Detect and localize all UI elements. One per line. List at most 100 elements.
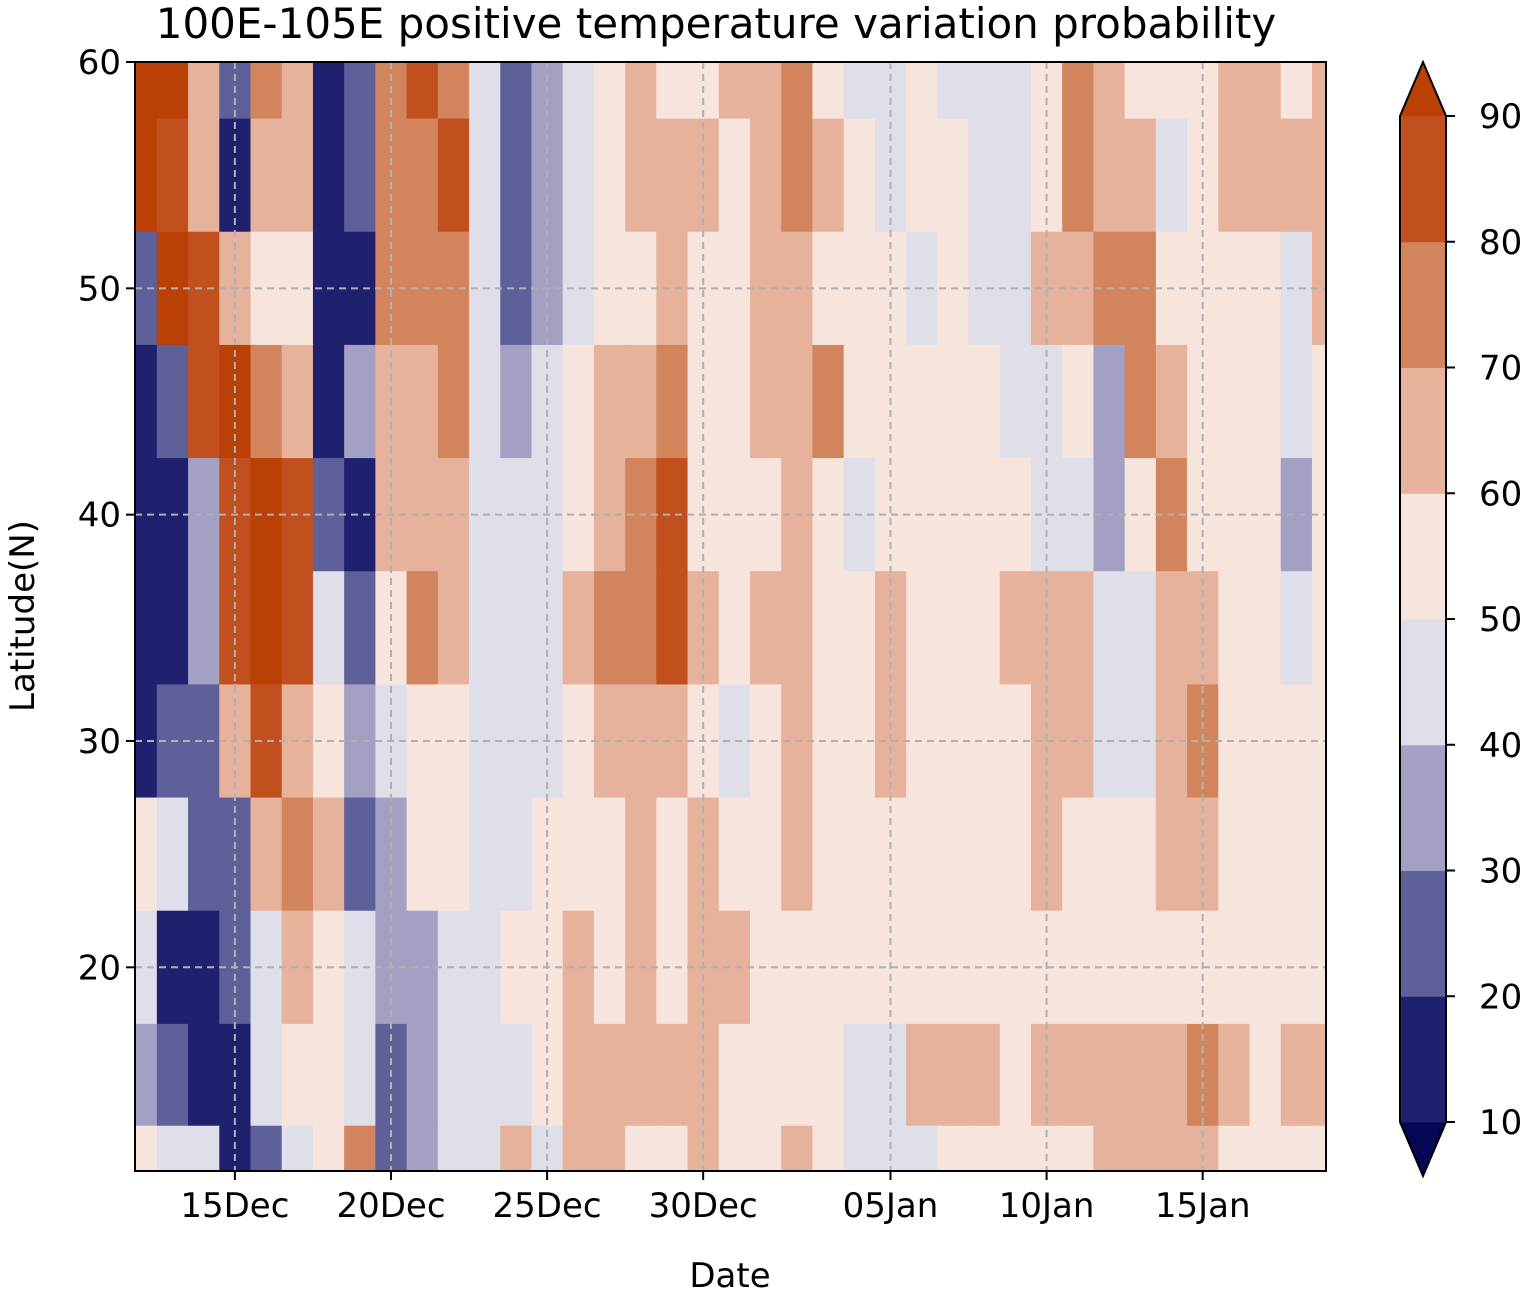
contour-cell — [843, 1125, 876, 1171]
contour-cell — [625, 571, 657, 685]
contour-cell — [781, 118, 814, 233]
contour-cell — [469, 344, 501, 459]
colorbar: 10 20 30 40 50 60 70 80 90 — [1399, 59, 1522, 1179]
contour-cell — [1280, 62, 1313, 120]
contour-cell — [250, 62, 283, 120]
contour-cell — [188, 62, 220, 120]
contour-cell — [1062, 118, 1095, 233]
colorbar-segment — [1400, 996, 1446, 1123]
contour-cell — [718, 1125, 751, 1171]
x-tick-label: 30Dec — [649, 1186, 758, 1226]
colorbar-segment — [1400, 870, 1446, 997]
contour-cell — [562, 797, 595, 912]
contour-cell — [135, 458, 158, 572]
contour-cell — [781, 571, 814, 685]
contour-cell — [500, 571, 533, 685]
contour-cell — [781, 1023, 814, 1127]
contour-cell — [968, 62, 1001, 120]
x-tick-label: 20Dec — [336, 1186, 445, 1226]
contour-cell — [1155, 1023, 1188, 1127]
contour-cell — [937, 797, 970, 912]
contour-cell — [188, 1125, 220, 1171]
contour-cell — [1311, 1125, 1326, 1171]
contour-cell — [1062, 1125, 1095, 1171]
contour-cell — [437, 344, 470, 459]
contour-cell — [1124, 118, 1157, 233]
contour-cell — [625, 62, 657, 120]
contour-cell — [156, 118, 189, 233]
contour-cell — [344, 118, 376, 233]
contour-cell — [344, 1023, 376, 1127]
contour-cell — [718, 344, 751, 459]
colorbar-tick-label: 60 — [1479, 474, 1522, 514]
contour-cell — [593, 344, 626, 459]
contour-cell — [999, 62, 1032, 120]
contour-cell — [1311, 231, 1326, 346]
contour-cell — [344, 458, 376, 572]
contour-cell — [1218, 344, 1251, 459]
contour-cell — [156, 1125, 189, 1171]
contour-cell — [937, 571, 970, 685]
contour-cell — [1311, 458, 1326, 572]
contour-cell — [312, 571, 345, 685]
contour-cell — [312, 118, 345, 233]
contour-cell — [1280, 571, 1313, 685]
contour-cell — [1311, 62, 1326, 120]
contour-cell — [1249, 118, 1282, 233]
y-tick-label: 50 — [78, 269, 121, 309]
colorbar-tick-label: 10 — [1479, 1103, 1522, 1143]
contour-cell — [1311, 797, 1326, 912]
contour-cell — [968, 910, 1001, 1025]
contour-cell — [135, 62, 158, 120]
contour-cell — [406, 118, 439, 233]
contour-cell — [1218, 118, 1251, 233]
contour-cell — [999, 118, 1032, 233]
contour-cell — [1311, 571, 1326, 685]
contour-cell — [1155, 1125, 1188, 1171]
contour-cell — [1155, 62, 1188, 120]
contour-cell — [156, 62, 189, 120]
contour-cell — [1218, 62, 1251, 120]
contour-cell — [750, 118, 782, 233]
contour-cell — [344, 571, 376, 685]
contour-cell — [812, 118, 845, 233]
colorbar-segment — [1400, 241, 1446, 368]
contour-cell — [1124, 231, 1157, 346]
contour-cell — [781, 1125, 814, 1171]
contour-cell — [344, 1125, 376, 1171]
y-tick-label: 30 — [78, 722, 121, 762]
contour-cell — [1062, 1023, 1095, 1127]
contour-cell — [718, 1023, 751, 1127]
contour-cell — [1155, 344, 1188, 459]
contour-cell — [1093, 1125, 1126, 1171]
contour-cell — [781, 797, 814, 912]
contour-cell — [1311, 684, 1326, 799]
contour-cell — [135, 684, 158, 799]
contour-cell — [1124, 910, 1157, 1025]
contour-cell — [1249, 797, 1282, 912]
contour-cell — [937, 62, 970, 120]
contour-cell — [1280, 458, 1313, 572]
contour-cell — [562, 1125, 595, 1171]
contour-cell — [1093, 797, 1126, 912]
contour-cell — [1249, 1125, 1282, 1171]
contour-cell — [1124, 1023, 1157, 1127]
contour-cell — [188, 684, 220, 799]
contour-cell — [188, 1023, 220, 1127]
contour-cell — [750, 344, 782, 459]
contour-cell — [593, 797, 626, 912]
contour-cell — [406, 797, 439, 912]
contour-cell — [812, 684, 845, 799]
colorbar-tick-label: 90 — [1479, 97, 1522, 137]
contour-cell — [656, 1023, 689, 1127]
contour-cell — [999, 344, 1032, 459]
y-axis: 20 30 40 50 60 — [78, 43, 135, 988]
contour-cell — [469, 1023, 501, 1127]
contour-cell — [812, 571, 845, 685]
x-tick-label: 25Dec — [493, 1186, 602, 1226]
contour-cell — [843, 62, 876, 120]
contour-cell — [312, 344, 345, 459]
contour-cell — [500, 344, 533, 459]
colorbar-tick-label: 20 — [1479, 977, 1522, 1017]
contour-cell — [281, 62, 314, 120]
